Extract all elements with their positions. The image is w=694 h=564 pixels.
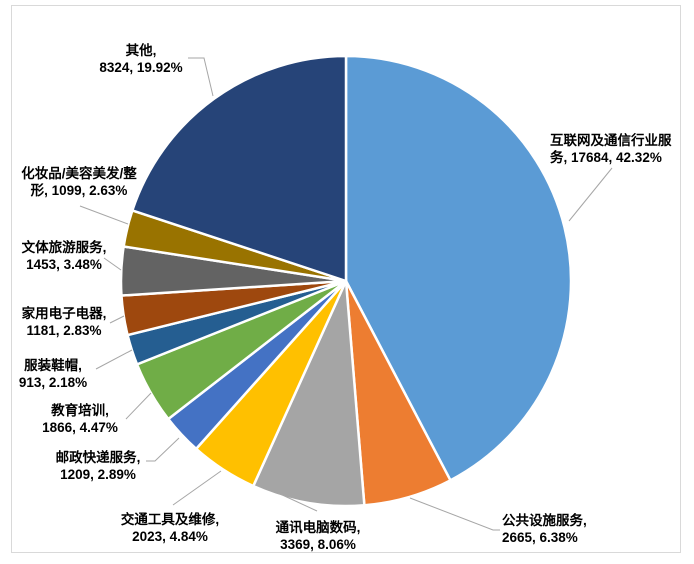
pie-slice-0 xyxy=(344,54,573,482)
leader-line-5 xyxy=(125,392,152,420)
pie-data-label-7: 家用电子电器, 1181, 2.83% xyxy=(13,305,115,339)
pie-data-label-line: 家用电子电器, xyxy=(21,306,107,321)
leader-line-9 xyxy=(79,205,129,225)
pie-data-label-line: 2023, 4.84% xyxy=(132,529,208,544)
pie-data-label-line: 通讯电脑数码, xyxy=(275,520,361,535)
pie-data-label-line: 1453, 3.48% xyxy=(26,257,102,272)
pie-data-label-line: 交通工具及维修, xyxy=(120,512,220,527)
leader-line-10 xyxy=(188,57,214,97)
pie-data-label-1: 公共设施服务, 2665, 6.38% xyxy=(502,512,627,546)
pie-data-label-line: 8324, 19.92% xyxy=(99,60,183,75)
pie-data-label-line: 1209, 2.89% xyxy=(60,467,136,482)
leader-line-4 xyxy=(146,437,180,462)
pie-slice-2 xyxy=(251,276,366,508)
pie-data-label-line: 互联网及通信行业服 xyxy=(550,133,672,148)
leader-line-6 xyxy=(95,349,133,370)
pie-data-label-line: 1866, 4.47% xyxy=(42,420,118,435)
pie-data-label-line: 化妆品/美容美发/整 xyxy=(21,166,137,181)
pie-data-label-2: 通讯电脑数码, 3369, 8.06% xyxy=(266,519,370,553)
pie-data-label-line: 3369, 8.06% xyxy=(280,537,356,552)
pie-data-label-8: 文体旅游服务, 1453, 3.48% xyxy=(13,239,115,273)
pie-data-label-line: 1181, 2.83% xyxy=(26,323,102,338)
pie-data-label-line: 务, 17684, 42.32% xyxy=(550,150,662,165)
pie-data-label-6: 服装鞋帽, 913, 2.18% xyxy=(3,357,103,391)
pie-data-label-line: 公共设施服务, xyxy=(502,513,587,528)
pie-data-label-4: 邮政快递服务, 1209, 2.89% xyxy=(48,449,148,483)
leader-line-1 xyxy=(409,497,500,531)
pie-data-label-5: 教育培训, 1866, 4.47% xyxy=(30,402,130,436)
pie-data-label-line: 913, 2.18% xyxy=(18,375,88,390)
pie-data-label-line: 2665, 6.38% xyxy=(502,530,578,545)
pie-data-label-line: 服装鞋帽, xyxy=(24,358,82,373)
pie-slice-10 xyxy=(130,54,348,283)
pie-data-label-3: 交通工具及维修, 2023, 4.84% xyxy=(113,511,227,545)
leader-line-3 xyxy=(172,470,222,506)
pie-data-label-line: 其他, xyxy=(125,43,157,58)
pie-data-label-0: 互联网及通信行业服 务, 17684, 42.32% xyxy=(550,132,694,166)
leader-line-7 xyxy=(109,315,125,324)
pie-data-label-line: 邮政快递服务, xyxy=(55,450,141,465)
leader-line-0 xyxy=(568,167,613,222)
leader-line-2 xyxy=(277,492,318,512)
pie-data-label-line: 教育培训, xyxy=(51,403,109,418)
pie-data-label-line: 文体旅游服务, xyxy=(21,240,107,255)
pie-data-label-9: 化妆品/美容美发/整 形, 1099, 2.63% xyxy=(8,165,150,199)
pie-data-label-10: 其他, 8324, 19.92% xyxy=(91,42,191,76)
leader-line-8 xyxy=(103,257,122,271)
pie-data-label-line: 形, 1099, 2.63% xyxy=(30,183,128,198)
